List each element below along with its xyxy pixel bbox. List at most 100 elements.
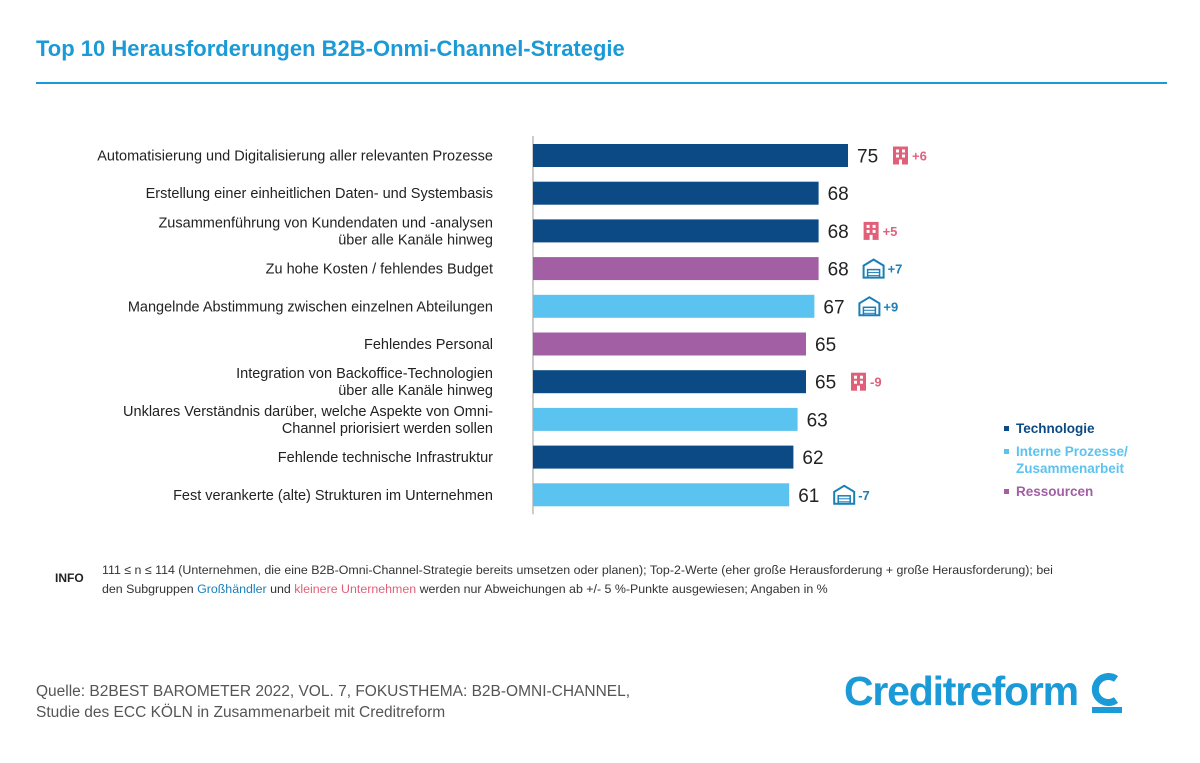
info-text-after: werden nur Abweichungen ab +/- 5 %-Punkt… <box>416 582 828 596</box>
info-text: 111 ≤ n ≤ 114 (Unternehmen, die eine B2B… <box>102 561 1062 599</box>
source-line-2: Studie des ECC KÖLN in Zusammenarbeit mi… <box>36 704 446 721</box>
deviation-label: -7 <box>858 488 870 503</box>
legend-swatch <box>1004 426 1009 431</box>
bar <box>533 332 806 356</box>
category-label-line: Fehlendes Personal <box>364 337 493 353</box>
legend-item-technologie: Technologie <box>1004 420 1128 437</box>
title-divider <box>36 82 1167 84</box>
bar <box>533 370 806 394</box>
building-icon-window <box>854 375 857 379</box>
value-label: 75 <box>857 147 878 168</box>
warehouse-icon-outline <box>862 258 885 279</box>
bar <box>533 181 819 205</box>
building-icon-window <box>902 154 905 158</box>
category-label-line: Fehlende technische Infrastruktur <box>278 450 493 466</box>
category-label: Zusammenführung von Kundendaten und -ana… <box>158 215 493 248</box>
deviation-label: +9 <box>883 299 898 314</box>
category-label-line: Integration von Backoffice-Technologien <box>236 366 493 382</box>
category-label-line: Unklares Verständnis darüber, welche Asp… <box>123 404 493 420</box>
category-label: Fehlende technische Infrastruktur <box>278 450 493 466</box>
building-icon-window <box>872 229 876 233</box>
building-icon-door <box>857 385 860 391</box>
page-title: Top 10 Herausforderungen B2B-Onmi-Channe… <box>36 36 625 61</box>
building-icon-window <box>854 380 857 384</box>
building-icon <box>863 221 879 240</box>
warehouse-icon-door <box>866 268 881 279</box>
logo-text: Creditreform <box>844 668 1079 714</box>
legend-swatch <box>1004 449 1009 454</box>
value-label: 63 <box>807 410 828 431</box>
legend-item-ressourcen: Ressourcen <box>1004 483 1128 500</box>
value-label: 65 <box>815 335 836 356</box>
legend-label: Interne Prozesse/ Zusammenarbeit <box>1016 444 1128 476</box>
bar <box>533 219 819 243</box>
value-label: 68 <box>828 222 849 243</box>
value-label: 67 <box>823 297 844 318</box>
building-icon-window <box>860 380 863 384</box>
value-label: 61 <box>798 486 819 507</box>
value-label: 68 <box>828 184 849 205</box>
deviation-label: +7 <box>888 262 903 277</box>
building-icon-door <box>899 159 902 165</box>
category-label-line: Channel priorisiert werden sollen <box>282 421 493 437</box>
legend-label: Ressourcen <box>1016 484 1094 499</box>
category-label-line: Automatisierung und Digitalisierung alle… <box>97 149 493 165</box>
creditreform-c-logo-icon <box>1091 672 1122 713</box>
category-label-line: Erstellung einer einheitlichen Daten- un… <box>146 186 493 202</box>
category-label-line: Zu hohe Kosten / fehlendes Budget <box>266 262 493 278</box>
bar <box>533 407 798 431</box>
deviation-label: -9 <box>870 375 882 390</box>
value-label: 68 <box>828 260 849 281</box>
info-text-before: 111 ≤ n ≤ 114 (Unternehmen, die eine B2B… <box>102 563 1053 596</box>
bar <box>533 483 790 507</box>
warehouse-icon-door <box>862 306 877 317</box>
building-icon-window <box>896 149 899 153</box>
source-line-1: Quelle: B2BEST BAROMETER 2022, VOL. 7, F… <box>36 683 631 700</box>
building-icon-window <box>860 375 863 379</box>
category-label: Unklares Verständnis darüber, welche Asp… <box>123 404 493 437</box>
building-icon-window <box>872 224 876 228</box>
warehouse-icon <box>862 258 885 279</box>
category-label-line: über alle Kanäle hinweg <box>338 383 493 399</box>
category-label: Fehlendes Personal <box>364 337 493 353</box>
category-label: Zu hohe Kosten / fehlendes Budget <box>266 262 493 278</box>
deviation-label: +5 <box>883 224 898 239</box>
warehouse-icon-door <box>837 495 851 505</box>
category-label-line: Fest verankerte (alte) Strukturen im Unt… <box>173 488 493 504</box>
category-label-line: Zusammenführung von Kundendaten und -ana… <box>158 215 493 231</box>
category-label: Automatisierung und Digitalisierung alle… <box>97 149 493 165</box>
creditreform-logo: Creditreform <box>844 668 1126 715</box>
warehouse-icon <box>858 296 881 317</box>
warehouse-icon-outline <box>858 296 881 317</box>
building-icon-window <box>866 229 870 233</box>
legend-item-interne_prozesse: Interne Prozesse/ Zusammenarbeit <box>1004 443 1128 477</box>
building-icon-door <box>869 234 873 240</box>
bar <box>533 445 794 469</box>
category-label-line: über alle Kanäle hinweg <box>338 232 493 248</box>
value-label: 65 <box>815 373 836 394</box>
warehouse-icon-outline <box>833 484 856 505</box>
category-label: Integration von Backoffice-Technologien ü… <box>236 366 493 399</box>
building-icon-window <box>866 224 870 228</box>
building-icon <box>893 146 908 165</box>
building-icon-window <box>896 154 899 158</box>
info-tag: INFO <box>55 571 84 585</box>
building-icon <box>851 372 866 391</box>
bar <box>533 144 848 167</box>
category-label: Fest verankerte (alte) Strukturen im Unt… <box>173 488 493 504</box>
source-note: Quelle: B2BEST BAROMETER 2022, VOL. 7, F… <box>36 681 630 723</box>
chart-legend: Technologie Interne Prozesse/ Zusammenarb… <box>1004 420 1128 506</box>
info-text-middle: und <box>266 582 295 596</box>
warehouse-icon <box>833 484 856 505</box>
bar-chart: Automatisierung und Digitalisierung alle… <box>97 136 927 515</box>
info-small-companies: kleinere Unternehmen <box>294 582 417 596</box>
building-icon-window <box>902 149 905 153</box>
category-label-line: Mangelnde Abstimmung zwischen einzelnen … <box>128 299 493 315</box>
value-label: 62 <box>802 448 823 469</box>
legend-label: Technologie <box>1016 421 1095 436</box>
info-wholesale: Großhändler <box>197 582 267 596</box>
category-label: Erstellung einer einheitlichen Daten- un… <box>146 186 493 202</box>
deviation-label: +6 <box>912 149 927 164</box>
legend-swatch <box>1004 489 1009 494</box>
category-label: Mangelnde Abstimmung zwischen einzelnen … <box>128 299 493 315</box>
